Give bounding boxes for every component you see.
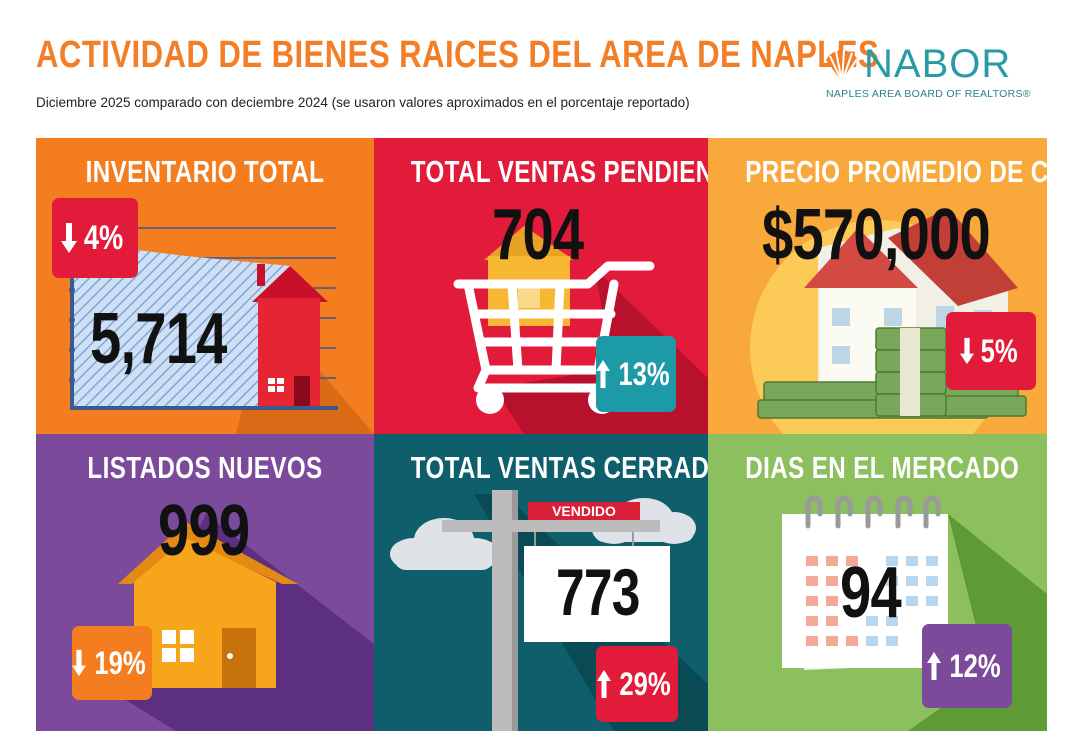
arrow-down-icon	[61, 223, 78, 253]
arrow-up-icon	[926, 652, 941, 680]
change-days: 12%	[949, 647, 1001, 684]
house-icon	[116, 514, 374, 731]
sign-label: VENDIDO	[552, 503, 616, 519]
arrow-up-icon	[596, 360, 610, 388]
value-closed: 773	[556, 555, 640, 629]
tile-title-pending: TOTAL VENTAS PENDIENTES	[410, 154, 708, 189]
tile-title-days: DIAS EN EL MERCADO	[745, 450, 1020, 485]
value-price: $570,000	[762, 195, 991, 275]
house-chart-icon	[69, 227, 374, 434]
badge-inventory-change: 4%	[52, 198, 138, 278]
tile-closed: VENDIDO TOTAL VENTAS CERRADAS 773 29%	[374, 434, 708, 731]
change-inventory: 4%	[84, 218, 124, 257]
value-inventory: 5,714	[90, 299, 227, 379]
badge-price-change: 5%	[946, 312, 1036, 390]
value-pending: 704	[492, 195, 584, 275]
tile-price: PRECIO PROMEDIO DE CIERRE $570,000 5%	[708, 138, 1047, 434]
tile-title-inventory: INVENTARIO TOTAL	[85, 154, 325, 189]
tile-title-closed: TOTAL VENTAS CERRADAS	[410, 450, 708, 485]
tile-title-new-listings: LISTADOS NUEVOS	[87, 450, 323, 485]
badge-new-listings-change: 19%	[72, 626, 152, 700]
logo-tagline: NAPLES AREA BOARD OF REALTORS®	[826, 88, 1031, 100]
arrow-down-icon	[959, 337, 974, 365]
badge-pending-change: 13%	[596, 336, 676, 412]
shell-icon	[826, 49, 858, 83]
house-money-icon	[750, 208, 1027, 434]
change-closed: 29%	[619, 665, 671, 702]
page-title: ACTIVIDAD DE BIENES RAICES DEL AREA DE N…	[36, 34, 880, 76]
nabor-logo: NABOR NAPLES AREA BOARD OF REALTORS®	[822, 40, 1042, 110]
calendar-icon	[782, 495, 1047, 731]
value-days: 94	[840, 553, 902, 633]
badge-days-change-pill: 12%	[922, 624, 1012, 708]
tile-title-price: PRECIO PROMEDIO DE CIERRE	[745, 154, 1047, 189]
change-new-listings: 19%	[94, 644, 146, 681]
change-pending: 13%	[618, 355, 670, 392]
tile-days: DIAS EN EL MERCADO 94	[708, 434, 1047, 731]
tile-inventory: INVENTARIO TOTAL 5,714 4%	[36, 138, 374, 434]
stats-grid: INVENTARIO TOTAL 5,714 4% TOTA	[36, 138, 1047, 731]
logo-name: NABOR	[864, 42, 1012, 86]
arrow-down-icon	[72, 649, 86, 677]
badge-closed-change: 29%	[596, 646, 678, 722]
change-price: 5%	[980, 332, 1018, 369]
tile-new-listings: LISTADOS NUEVOS 999 19%	[36, 434, 374, 731]
value-new-listings: 999	[158, 491, 250, 571]
tile-pending: TOTAL VENTAS PENDIENTES 704 13%	[374, 138, 708, 434]
arrow-up-icon	[596, 670, 611, 698]
page-subtitle: Diciembre 2025 comparado con deciembre 2…	[36, 95, 690, 110]
